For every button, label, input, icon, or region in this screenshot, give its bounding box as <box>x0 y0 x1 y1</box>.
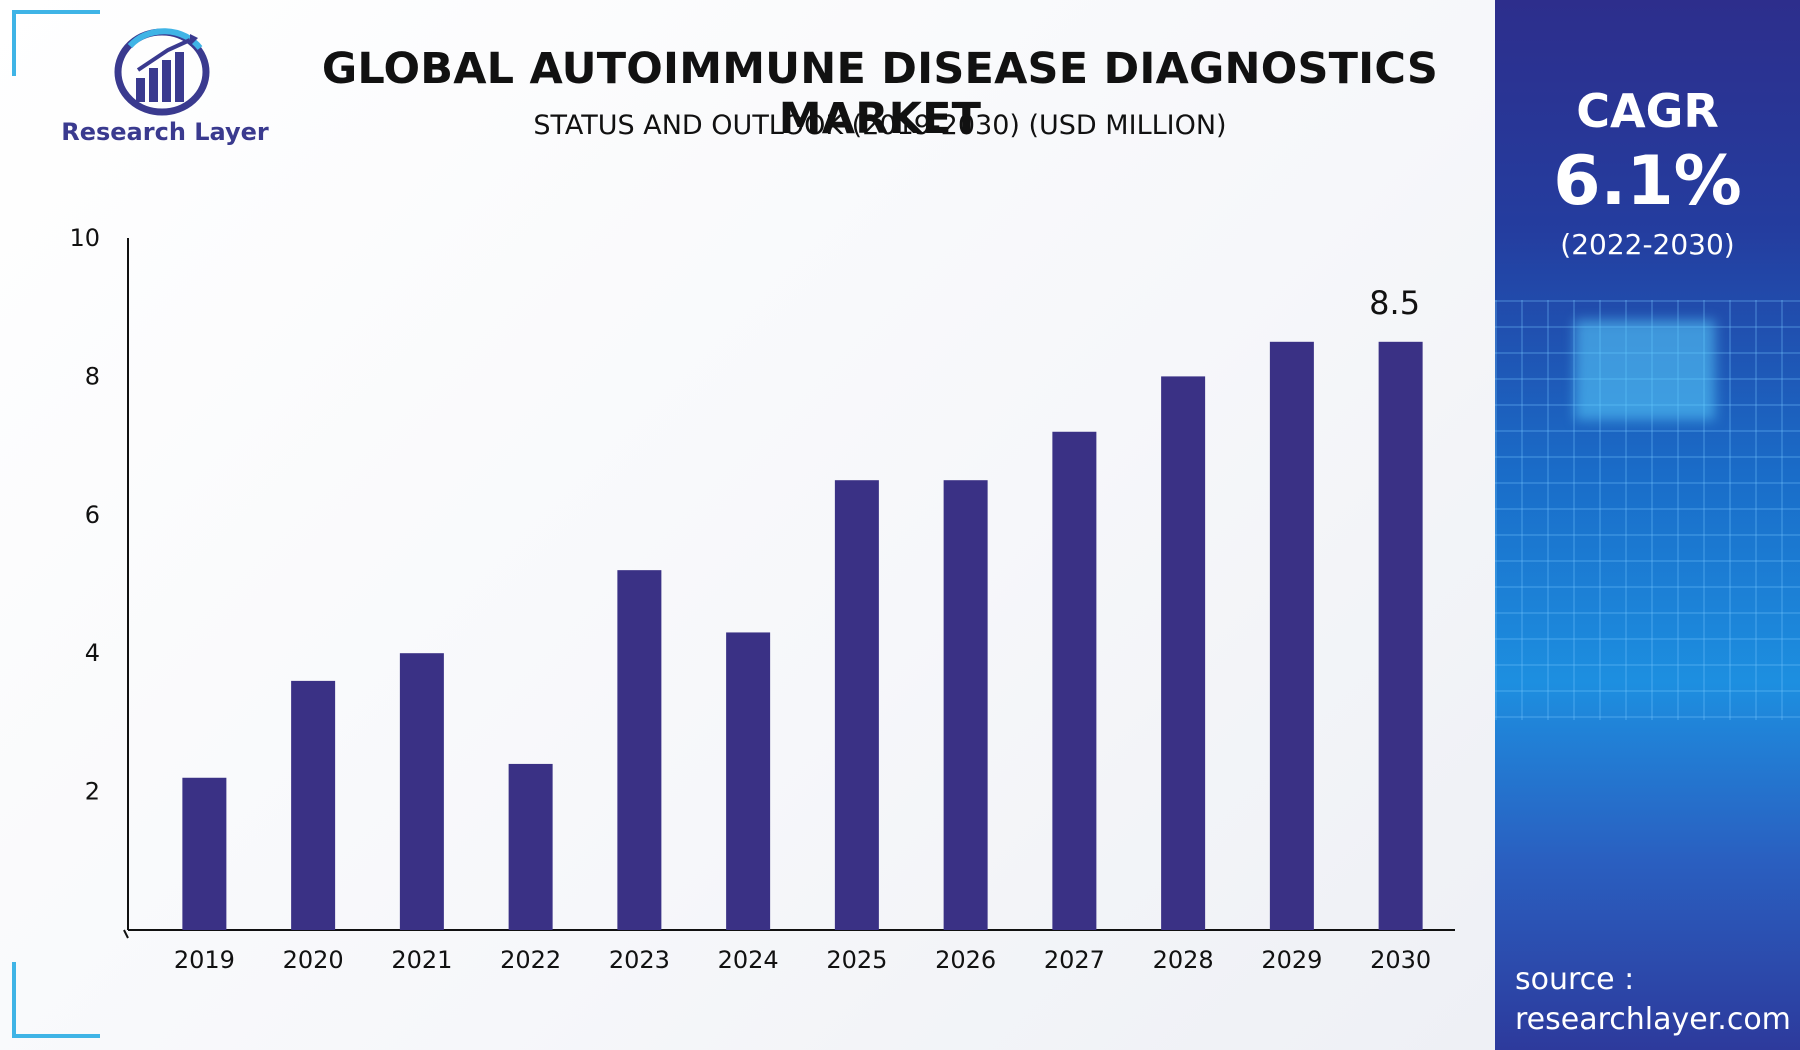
bar-2021 <box>399 653 444 930</box>
cagr-value: 6.1% <box>1553 142 1742 221</box>
chart-area: Research Layer GLOBAL AUTOIMMUNE DISEASE… <box>0 0 1495 1050</box>
y-tick-label: 6 <box>85 501 100 529</box>
bar-2024 <box>726 632 771 930</box>
bar-chart: 2 4 6 8 10 2019 2020 2021 2022 2023 2024 2025 2026 20… <box>69 224 1455 974</box>
source-url: researchlayer.com <box>1515 1002 1791 1037</box>
y-tick-label: 4 <box>85 639 100 667</box>
brand-name: Research Layer <box>61 118 269 146</box>
chart-title: GLOBAL AUTOIMMUNE DISEASE DIAGNOSTICS MA… <box>321 44 1439 144</box>
x-tick-label: 2028 <box>1153 946 1214 974</box>
bar-2028 <box>1161 376 1206 930</box>
x-tick-label: 2027 <box>1044 946 1105 974</box>
axis-origin-tick <box>123 929 129 939</box>
bar-2029 <box>1269 341 1314 930</box>
cagr-period: (2022-2030) <box>1560 228 1735 261</box>
bar-2023 <box>617 570 662 930</box>
x-tick-label: 2021 <box>391 946 452 974</box>
bar-chart-logo-icon <box>114 28 210 116</box>
y-tick-label: 10 <box>69 224 100 252</box>
decorative-glow <box>1575 320 1715 420</box>
bar-2030 <box>1378 341 1423 930</box>
x-tick-label: 2026 <box>935 946 996 974</box>
corner-bracket-bottom-left <box>12 962 100 1038</box>
y-tick-label: 2 <box>85 778 100 806</box>
bar-2025 <box>834 480 879 930</box>
x-tick-label: 2020 <box>283 946 344 974</box>
bar-2027 <box>1052 431 1097 930</box>
x-tick-label: 2023 <box>609 946 670 974</box>
bar-2019 <box>182 777 227 930</box>
x-tick-label: 2025 <box>826 946 887 974</box>
corner-bracket-top-left <box>12 10 100 76</box>
cagr-panel: CAGR 6.1% (2022-2030) source : researchl… <box>1495 0 1800 1050</box>
bar-2020 <box>291 680 336 930</box>
x-tick-label: 2022 <box>500 946 561 974</box>
data-label: 8.5 <box>1369 284 1420 322</box>
x-tick-label: 2019 <box>174 946 235 974</box>
chart-subtitle: STATUS AND OUTLOOK (2019-2030) (USD MILL… <box>533 110 1227 141</box>
x-tick-label: 2029 <box>1261 946 1322 974</box>
bar-2022 <box>508 763 553 930</box>
bar-2026 <box>943 480 988 930</box>
y-tick-label: 8 <box>85 362 100 390</box>
x-tick-label: 2024 <box>718 946 779 974</box>
cagr-label: CAGR <box>1576 84 1719 138</box>
x-tick-label: 2030 <box>1370 946 1431 974</box>
brand-logo: Research Layer <box>50 26 280 146</box>
source-label: source : <box>1515 962 1635 997</box>
